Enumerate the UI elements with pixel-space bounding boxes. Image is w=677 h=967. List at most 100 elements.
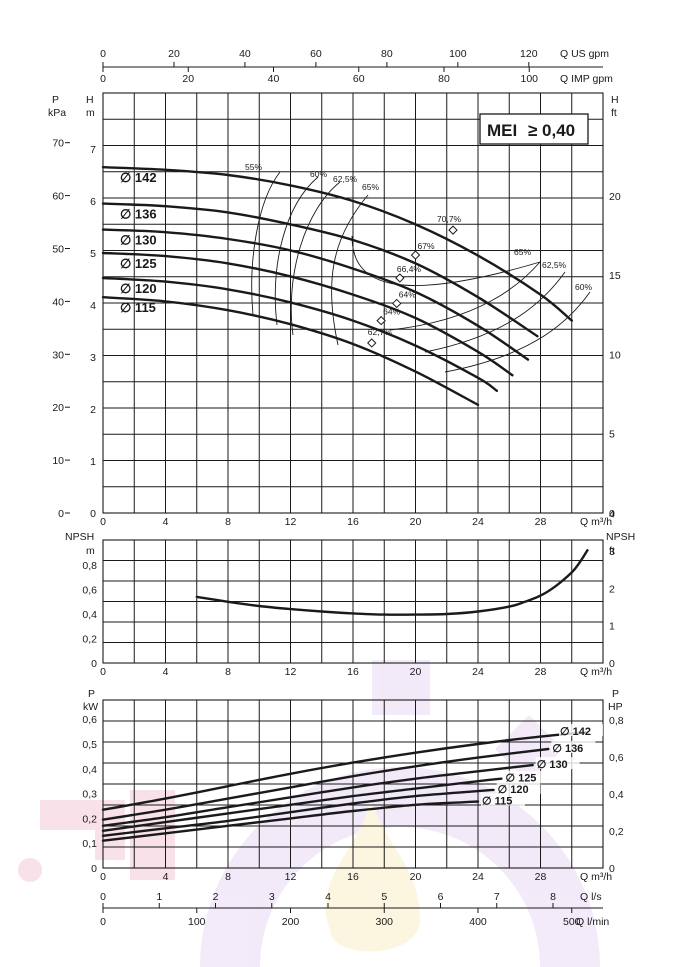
head-curve [101,296,480,406]
kw-tick: 0,3 [82,789,97,801]
ls-tick: 0 [100,891,106,903]
npsh-m-tick: 0,6 [82,585,97,597]
efficiency-label: 62,5% [333,174,358,184]
npsh-ft-tick: 4 [609,509,615,521]
us-gpm-tick: 20 [168,48,180,60]
imp-gpm-tick: 0 [100,73,106,85]
lmin-tick: 100 [188,916,206,928]
bep-label: 64% [383,307,400,317]
us-gpm-tick: 40 [239,48,251,60]
npsh-x-tick: 4 [163,666,169,678]
bep-label: 67% [418,241,435,251]
head-curve [101,202,539,338]
m-tick: 5 [90,248,96,260]
npsh-right-title: NPSH [606,531,635,543]
us-gpm-tick: 0 [100,48,106,60]
m-tick: 4 [90,300,96,312]
efficiency-curve [444,291,591,373]
head-curve-label: ∅ 115 [120,300,156,315]
ls-tick: 2 [213,891,219,903]
npsh-curve [195,549,589,616]
kw-tick: 0,1 [82,838,97,850]
head-curve [101,166,573,322]
npsh-axis-unit: m [86,545,95,557]
efficiency-label: 65% [362,182,379,192]
us-gpm-tick: 60 [310,48,322,60]
power-label-bg [559,724,603,737]
kpa-axis-title: P [52,94,59,106]
head-x-label: Q m³/h [580,516,612,528]
ls-tick: 3 [269,891,275,903]
head-curve-label: ∅ 125 [120,256,157,271]
power-curve [101,763,534,827]
kpa-tick: 50 [52,244,64,256]
npsh-x-tick: 28 [535,666,547,678]
npsh-m-tick: 0,8 [82,560,97,572]
power-curve [101,730,589,811]
bep-marker [367,338,377,348]
head-x-tick: 20 [410,516,422,528]
power-x-label: Q m³/h [580,871,612,883]
us-gpm-tick: 80 [381,48,393,60]
bep-marker [448,225,458,235]
ft-axis-unit: ft [611,107,617,119]
lmin-tick: 500 [563,916,581,928]
head-x-tick: 12 [285,516,297,528]
kpa-tick: 20 [52,402,64,414]
head-x-tick: 16 [347,516,359,528]
ls-tick: 6 [438,891,444,903]
hp-tick: 0,4 [609,789,624,801]
mei-badge [479,113,589,145]
efficiency-curve [389,261,541,331]
m-axis-unit: m [86,107,95,119]
npsh-ft-tick: 0 [609,658,615,670]
mei-badge-value: ≥ 0,40 [528,121,575,140]
head-curve [101,251,514,377]
lmin-tick: 400 [469,916,487,928]
power-x-tick: 20 [410,871,422,883]
npsh-x-tick: 12 [285,666,297,678]
bep-marker [376,315,386,326]
bep-label: 70,7% [437,214,462,224]
npsh-x-tick: 8 [225,666,231,678]
ft-tick: 5 [609,429,615,441]
power-label-bg [481,793,525,806]
kw-tick: 0 [91,863,97,875]
efficiency-label: 60% [310,169,327,179]
kw-tick: 0,5 [82,739,97,751]
us-gpm-label: Q US gpm [560,48,609,60]
efficiency-label: 62,5% [542,260,567,270]
ft-tick: 0 [609,508,615,520]
head-x-tick: 0 [100,516,106,528]
power-axis-unit: kW [83,701,98,713]
npsh-x-tick: 16 [347,666,359,678]
hp-tick: 0,6 [609,752,624,764]
head-curve [101,228,530,361]
imp-gpm-label: Q IMP gpm [560,73,613,85]
power-label-bg [496,781,541,794]
head-x-tick: 24 [472,516,484,528]
npsh-frame [102,539,604,664]
bep-label: 62,7% [368,327,393,337]
npsh-ft-tick: 1 [609,621,615,633]
head-curve-label: ∅ 130 [120,233,157,248]
power-curve-label: ∅ 120 [498,784,529,796]
ft-axis-title: H [611,94,619,106]
power-label-bg [535,757,580,770]
hp-tick: 0,2 [609,826,624,838]
power-x-tick: 4 [163,871,169,883]
efficiency-label: 65% [514,247,531,257]
npsh-axis-title: NPSH [65,531,94,543]
ft-tick: 20 [609,191,621,203]
bep-label: 64% [399,289,416,299]
power-curve-label: ∅ 125 [505,773,536,785]
kpa-tick: 10 [52,455,64,467]
imp-gpm-tick: 40 [268,73,280,85]
kpa-tick: 40 [52,296,64,308]
ls-tick: 5 [381,891,387,903]
power-x-tick: 24 [472,871,484,883]
bep-marker [392,298,402,309]
